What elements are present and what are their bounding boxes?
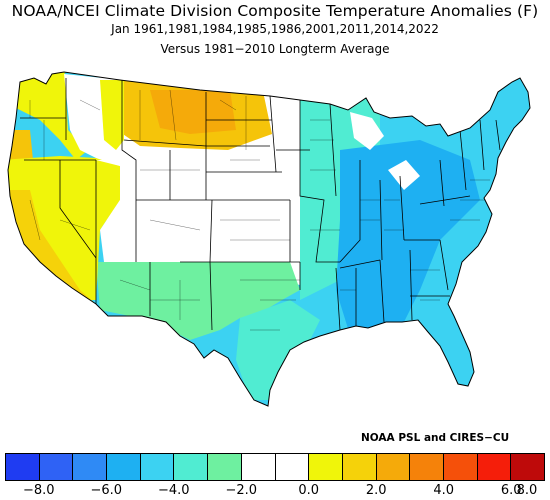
legend-swatch xyxy=(410,454,444,480)
legend-tick-label: −4.0 xyxy=(157,483,190,498)
legend-swatch xyxy=(477,454,512,480)
legend-tick-label: 6.0 xyxy=(500,483,522,498)
legend-swatch xyxy=(208,454,242,480)
legend-tick-label: 8.0 xyxy=(516,483,538,498)
legend-swatch xyxy=(174,454,209,480)
legend-swatch xyxy=(241,454,276,480)
legend-tick-label: 2.0 xyxy=(365,483,387,498)
legend-swatch xyxy=(275,454,310,480)
legend-swatch xyxy=(309,454,343,480)
legend-tick-label: 0.0 xyxy=(298,483,320,498)
legend-swatch xyxy=(376,454,411,480)
legend-tick-label: −8.0 xyxy=(22,483,55,498)
map-title: NOAA/NCEI Climate Division Composite Tem… xyxy=(11,2,539,20)
composite-years: Jan 1961,1981,1984,1985,1986,2001,2011,2… xyxy=(111,22,439,36)
legend-tick-label: −2.0 xyxy=(225,483,258,498)
region-southwest-texas xyxy=(96,262,300,340)
state-boundaries xyxy=(20,78,501,331)
anomaly-fill-layer xyxy=(8,72,530,406)
color-legend xyxy=(5,453,545,481)
legend-swatch xyxy=(140,454,175,480)
legend-swatch xyxy=(39,454,74,480)
legend-swatch xyxy=(6,454,40,480)
data-credit: NOAA PSL and CIRES−CU xyxy=(361,432,510,444)
legend-swatch xyxy=(73,454,108,480)
legend-swatch xyxy=(443,454,478,480)
reference-period: Versus 1981−2010 Longterm Average xyxy=(160,42,390,56)
legend-swatch xyxy=(342,454,377,480)
legend-swatch xyxy=(107,454,141,480)
legend-swatch xyxy=(511,454,544,480)
legend-tick-label: −6.0 xyxy=(90,483,123,498)
climate-division-boundaries xyxy=(29,89,490,331)
region-mississippi-valley-east xyxy=(336,140,480,335)
legend-tick-label: 4.0 xyxy=(433,483,455,498)
us-temperature-anomaly-map xyxy=(7,71,531,407)
